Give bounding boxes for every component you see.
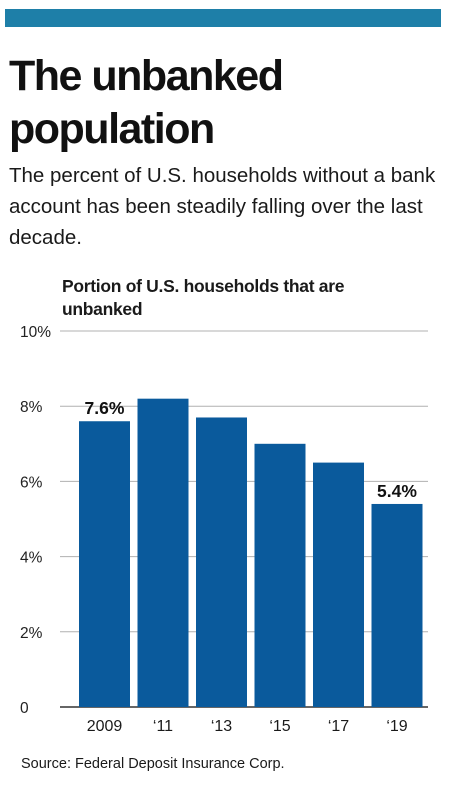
chart-title: Portion of U.S. households that are unba… [62, 276, 345, 319]
page-title: The unbanked population [9, 52, 284, 153]
y-tick-label: 8% [20, 399, 43, 416]
x-tick-label: ‘17 [328, 718, 349, 735]
y-tick-label: 10% [20, 324, 51, 341]
y-tick-label: 2% [20, 625, 43, 642]
x-tick-label: ‘15 [269, 718, 290, 735]
y-tick-label: 6% [20, 474, 43, 491]
data-label: 5.4% [377, 481, 417, 501]
bar [254, 443, 306, 707]
y-tick-label: 0 [20, 700, 29, 717]
chart-labels: 0 2% 4% 6% 8% 10% 2009 7.6% ‘11 ‘13 ‘15 ‘17 ‘19 5.4% [20, 324, 417, 735]
bar [313, 462, 364, 707]
x-tick-label: ‘13 [211, 718, 232, 735]
header-accent-bar [5, 9, 441, 27]
bars [79, 398, 423, 707]
x-tick-label: ‘11 [153, 718, 173, 735]
bar [196, 417, 247, 707]
bar [79, 421, 130, 707]
bar [371, 503, 423, 707]
bar [137, 398, 189, 707]
data-label: 7.6% [85, 398, 125, 418]
y-tick-label: 4% [20, 550, 43, 567]
x-tick-label: ‘19 [386, 718, 407, 735]
source-note: Source: Federal Deposit Insurance Corp. [21, 756, 285, 772]
x-tick-label: 2009 [87, 718, 123, 735]
page-subtitle: The percent of U.S. households without a… [9, 164, 436, 249]
